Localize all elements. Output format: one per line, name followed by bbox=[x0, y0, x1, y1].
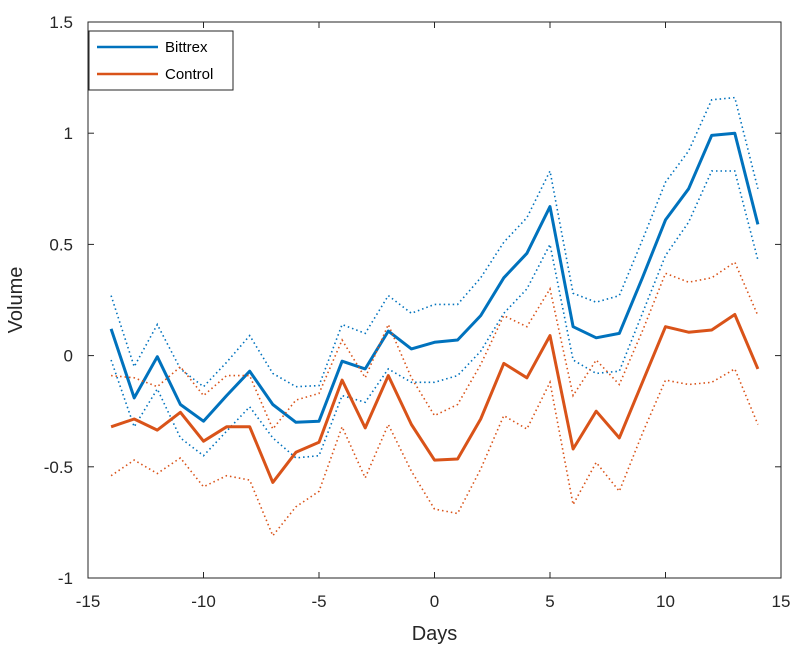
series-layer bbox=[109, 96, 760, 538]
series-control-line bbox=[110, 313, 760, 484]
series-bittrex-lower-bound bbox=[110, 170, 759, 459]
legend-label-bittrex: Bittrex bbox=[165, 39, 208, 56]
y-tick-label: 0 bbox=[64, 347, 73, 366]
y-tick-label: 0.5 bbox=[49, 235, 73, 254]
plot-background bbox=[88, 22, 781, 578]
x-tick-label: -5 bbox=[311, 592, 326, 611]
series-control-upper-bound bbox=[111, 260, 759, 431]
x-tick-label: 15 bbox=[772, 592, 791, 611]
series-bittrex-line bbox=[109, 131, 760, 424]
legend: Bittrex Control bbox=[88, 30, 234, 91]
y-axis-title: Volume bbox=[5, 267, 27, 334]
x-tick-label: -10 bbox=[191, 592, 216, 611]
x-tick-label: 10 bbox=[656, 592, 675, 611]
x-axis-title: Days bbox=[412, 623, 458, 645]
legend-box bbox=[88, 30, 234, 91]
y-tick-label: 1 bbox=[64, 124, 73, 143]
legend-label-control: Control bbox=[165, 66, 213, 83]
y-tick-label: -1 bbox=[58, 569, 73, 588]
y-tick-label: -0.5 bbox=[44, 458, 73, 477]
x-tick-label: 5 bbox=[545, 592, 554, 611]
x-tick-label: 0 bbox=[430, 592, 439, 611]
y-tick-label: 1.5 bbox=[49, 13, 73, 32]
x-tick-label: -15 bbox=[76, 592, 101, 611]
ticks-layer: -15 -10 -5 0 5 10 15 -1 -0.5 0 0.5 1 1.5 bbox=[44, 13, 791, 611]
series-control-lower-bound bbox=[110, 367, 759, 538]
